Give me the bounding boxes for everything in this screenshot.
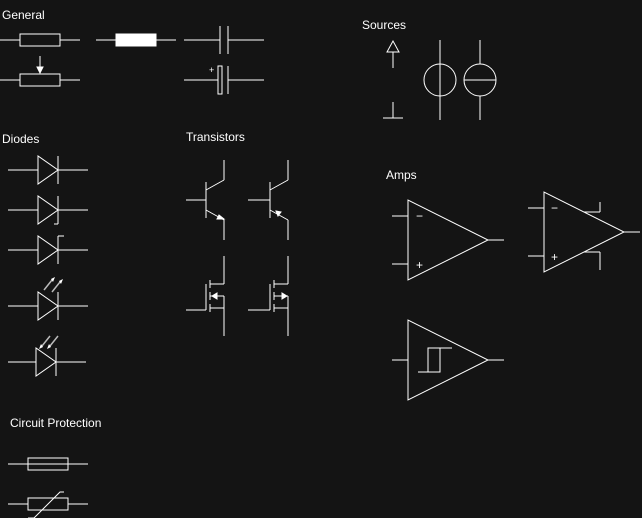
led-icon[interactable] bbox=[8, 277, 88, 321]
section-label-sources: Sources bbox=[362, 18, 406, 32]
current-source-icon[interactable] bbox=[463, 40, 497, 120]
n-mosfet-icon[interactable] bbox=[186, 256, 225, 336]
photodiode-icon[interactable] bbox=[8, 335, 86, 377]
pnp-transistor-icon[interactable] bbox=[248, 160, 289, 240]
polarity-plus-mark: + bbox=[209, 65, 214, 75]
section-label-transistors: Transistors bbox=[186, 130, 245, 144]
resistor-solid-icon[interactable] bbox=[96, 33, 176, 47]
minus-sign: − bbox=[416, 209, 423, 223]
potentiometer-icon[interactable] bbox=[0, 56, 80, 87]
plus-sign: + bbox=[416, 258, 423, 272]
resistor-icon[interactable] bbox=[0, 33, 80, 47]
polarized-capacitor-icon[interactable]: + bbox=[184, 65, 264, 95]
plus-sign: + bbox=[551, 250, 558, 264]
section-label-amps: Amps bbox=[386, 168, 417, 182]
ground-arrow-icon[interactable] bbox=[383, 39, 403, 119]
op-amp-icon[interactable]: − + bbox=[392, 199, 504, 281]
varistor-icon[interactable] bbox=[8, 491, 88, 518]
capacitor-icon[interactable] bbox=[184, 26, 264, 54]
schmitt-trigger-icon[interactable] bbox=[392, 319, 504, 401]
section-label-circuit-protection: Circuit Protection bbox=[10, 416, 101, 430]
p-mosfet-icon[interactable] bbox=[248, 256, 289, 336]
minus-sign: − bbox=[551, 201, 558, 215]
diode-icon[interactable] bbox=[8, 155, 88, 185]
section-label-general: General bbox=[2, 8, 45, 22]
fuse-icon[interactable] bbox=[8, 457, 88, 471]
section-label-diodes: Diodes bbox=[2, 132, 39, 146]
npn-transistor-icon[interactable] bbox=[186, 160, 226, 240]
zener-diode-icon[interactable] bbox=[8, 235, 88, 265]
schottky-diode-icon[interactable] bbox=[8, 195, 88, 225]
op-amp-icon[interactable]: − + bbox=[528, 191, 640, 273]
ac-source-icon[interactable] bbox=[423, 40, 457, 120]
